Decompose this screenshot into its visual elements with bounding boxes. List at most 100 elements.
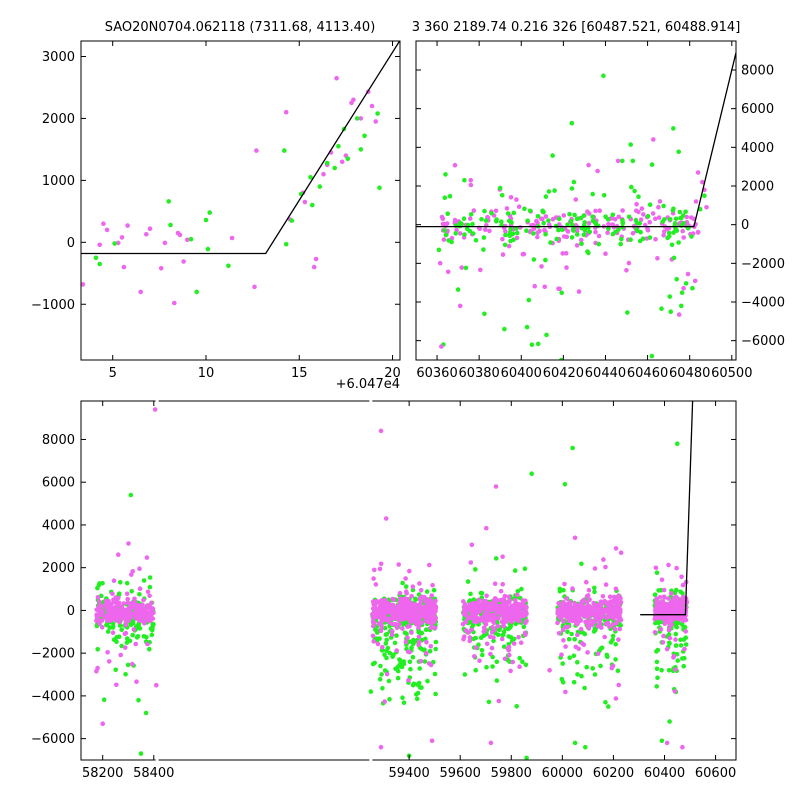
data-point	[695, 170, 701, 175]
data-point	[662, 229, 667, 234]
data-point	[638, 217, 644, 222]
data-point	[252, 284, 257, 290]
data-point	[673, 216, 679, 222]
data-point	[506, 616, 511, 622]
data-point	[449, 235, 455, 241]
data-point	[476, 604, 481, 609]
data-point	[501, 596, 507, 602]
data-point	[603, 700, 608, 705]
data-point	[393, 666, 398, 672]
data-point	[380, 644, 385, 650]
data-point	[661, 633, 666, 639]
data-point	[613, 546, 619, 551]
y-tick-label: −1000	[31, 298, 75, 313]
data-point	[384, 632, 390, 637]
data-point	[400, 626, 405, 631]
data-point	[81, 282, 86, 287]
data-point	[607, 624, 612, 629]
data-point	[540, 216, 545, 222]
data-point	[505, 211, 511, 216]
data-point	[490, 664, 495, 669]
data-point	[507, 600, 512, 605]
data-point	[599, 607, 605, 613]
data-point	[138, 615, 143, 621]
data-point	[145, 641, 150, 647]
data-point	[404, 607, 410, 613]
data-point	[429, 738, 435, 744]
data-point	[582, 685, 587, 691]
data-point	[282, 148, 287, 153]
panel-bottom: 58200 58400 59400 59600 59800 60000 60200 60400…	[31, 399, 737, 781]
data-point	[669, 604, 674, 609]
data-point	[405, 635, 410, 640]
data-point	[664, 740, 670, 746]
data-point	[432, 600, 437, 606]
data-point	[680, 594, 686, 600]
data-point	[324, 160, 330, 166]
data-point	[94, 612, 99, 618]
data-point	[535, 230, 540, 235]
data-point	[592, 619, 598, 624]
data-point	[380, 686, 385, 691]
data-point	[484, 593, 489, 599]
plot-area	[81, 41, 400, 306]
x-tick-label: 59400	[388, 766, 429, 781]
data-point	[482, 311, 487, 317]
data-point	[559, 290, 564, 296]
data-point	[571, 653, 577, 659]
data-point	[205, 246, 211, 252]
data-point	[593, 614, 598, 619]
data-point	[552, 188, 557, 193]
data-point	[147, 575, 153, 580]
data-point	[607, 594, 613, 599]
data-point	[118, 613, 123, 618]
data-point	[496, 605, 501, 611]
data-point	[599, 625, 604, 630]
data-point	[529, 342, 535, 348]
data-point	[118, 580, 123, 585]
data-point	[564, 265, 569, 270]
data-point	[133, 641, 138, 647]
data-point	[120, 608, 125, 614]
plot-frame	[80, 400, 737, 761]
data-point	[469, 627, 474, 633]
data-point	[556, 601, 561, 606]
data-point	[283, 109, 289, 115]
data-point	[125, 600, 131, 605]
data-point	[502, 605, 508, 611]
data-point	[671, 206, 676, 212]
data-point	[397, 663, 402, 668]
data-point	[508, 668, 513, 674]
data-point	[667, 624, 672, 629]
data-point	[453, 231, 459, 236]
data-point	[514, 602, 520, 607]
data-point	[371, 639, 377, 644]
data-point	[377, 620, 383, 626]
data-point	[379, 672, 384, 677]
data-point	[508, 238, 513, 244]
axis-ticks: 5 10 15 20 −1000 0 1000 2000 3000	[31, 41, 401, 381]
data-point	[207, 210, 212, 215]
data-point	[384, 671, 390, 677]
data-point	[518, 640, 524, 645]
data-point	[119, 643, 124, 649]
data-point	[137, 586, 143, 591]
data-point	[382, 600, 388, 606]
data-point	[110, 630, 116, 635]
data-point	[515, 606, 521, 612]
data-point	[526, 297, 532, 303]
data-point	[336, 144, 341, 149]
data-point	[181, 259, 186, 264]
data-point	[601, 193, 607, 198]
data-point	[702, 193, 707, 198]
data-point	[680, 228, 685, 234]
data-point	[674, 587, 679, 593]
data-point	[358, 147, 364, 152]
x-tick-label: 58400	[133, 766, 174, 781]
data-point	[97, 621, 102, 626]
data-point	[493, 556, 499, 561]
data-point	[524, 324, 530, 330]
data-point	[433, 691, 438, 697]
data-point	[116, 591, 122, 596]
